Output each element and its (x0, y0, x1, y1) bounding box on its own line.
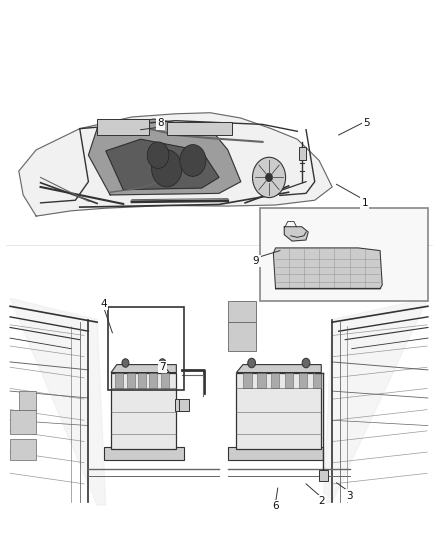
Bar (228, 447, 323, 460)
Circle shape (248, 358, 255, 368)
Text: 1: 1 (361, 198, 368, 208)
Bar (313, 373, 321, 389)
Bar (228, 301, 256, 322)
Bar (299, 373, 307, 389)
Text: 2: 2 (318, 496, 325, 506)
Bar (176, 399, 188, 411)
Polygon shape (273, 248, 382, 289)
Bar (10, 439, 36, 460)
Circle shape (122, 359, 129, 367)
Bar (149, 373, 157, 389)
Bar (108, 308, 184, 390)
Bar (271, 373, 279, 389)
Bar (228, 322, 256, 351)
Polygon shape (88, 119, 241, 195)
Circle shape (265, 173, 272, 182)
Bar (19, 391, 36, 410)
Text: 8: 8 (157, 118, 163, 128)
Bar (97, 119, 149, 135)
Circle shape (302, 358, 310, 368)
Bar (243, 373, 252, 389)
Circle shape (152, 150, 182, 187)
Circle shape (159, 359, 166, 367)
Polygon shape (237, 365, 321, 373)
Text: 4: 4 (100, 298, 107, 309)
Polygon shape (284, 227, 308, 241)
Bar (237, 373, 321, 449)
Bar (10, 410, 36, 433)
Bar (161, 373, 169, 389)
Bar (260, 208, 428, 301)
Polygon shape (19, 113, 332, 216)
Polygon shape (106, 139, 219, 190)
Text: 6: 6 (272, 501, 279, 511)
Text: 5: 5 (364, 118, 370, 128)
Text: 9: 9 (253, 256, 259, 266)
Bar (319, 470, 328, 481)
Bar (111, 373, 177, 449)
Bar (116, 373, 123, 389)
Circle shape (180, 144, 206, 176)
Circle shape (253, 157, 286, 198)
Polygon shape (111, 365, 177, 373)
Polygon shape (323, 298, 428, 503)
Text: 3: 3 (346, 490, 353, 500)
Bar (127, 373, 134, 389)
Bar (167, 122, 232, 135)
Polygon shape (10, 298, 106, 505)
Circle shape (147, 142, 169, 168)
Bar (285, 373, 293, 389)
Bar (138, 373, 146, 389)
Bar (257, 373, 265, 389)
Bar (104, 447, 184, 460)
Bar (299, 147, 307, 160)
Text: 7: 7 (159, 362, 166, 372)
